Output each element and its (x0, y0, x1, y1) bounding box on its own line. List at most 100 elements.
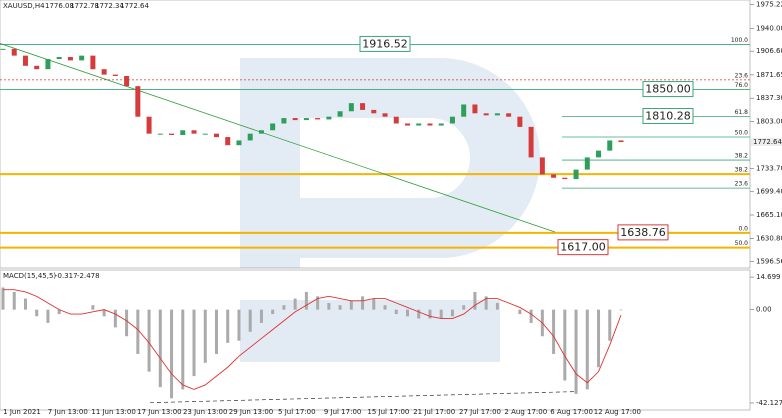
x-tick-label: 6 Aug 17:00 (550, 408, 593, 416)
level-label: 76.0 (735, 82, 749, 89)
candle (247, 133, 253, 141)
candle (528, 126, 534, 158)
candle (438, 123, 444, 126)
callout-box (617, 224, 669, 241)
y-tick-label: 1871.65 (756, 71, 782, 79)
candle (270, 123, 276, 131)
candle (101, 69, 107, 75)
candle (393, 116, 399, 124)
candle (562, 177, 568, 180)
x-tick-label: 9 Jul 17:00 (324, 408, 362, 416)
ohlc-close: 1772.64 (120, 2, 149, 10)
current-price-label: 1772.64 (753, 138, 782, 146)
candle (303, 118, 309, 121)
callout-label: 1617.00 (560, 241, 606, 254)
candle (618, 140, 624, 143)
candle (551, 174, 557, 178)
callout-box (642, 108, 694, 125)
candle (539, 157, 545, 175)
candle (0, 48, 6, 50)
y-tick-label: 1699.40 (756, 188, 782, 196)
x-tick-label: 15 Jul 17:00 (367, 408, 409, 416)
x-tick-label: 27 Jul 17:00 (459, 408, 501, 416)
candle (146, 116, 152, 134)
symbol: XAUUSD,H4 (3, 2, 45, 10)
callout: 1617.00 (557, 239, 609, 256)
x-tick-label: 23 Jun 13:00 (183, 408, 227, 416)
macd-signal-value: -2.478 (77, 272, 100, 280)
macd-trendline (149, 391, 576, 404)
candle (180, 130, 186, 136)
y-tick-label: 1975.22 (756, 1, 782, 9)
candle (461, 104, 467, 117)
ohlc-low: 1772.34 (95, 2, 124, 10)
macd-panel (0, 269, 751, 411)
candle (157, 133, 163, 135)
candle (506, 113, 512, 117)
level-label: 100.0 (731, 37, 748, 44)
level-label: 50.0 (735, 240, 749, 247)
ohlc-high: 1772.78 (70, 2, 99, 10)
candle (56, 56, 62, 60)
x-tick-label: 21 Jul 17:00 (413, 408, 455, 416)
candle (360, 103, 366, 110)
candle (427, 123, 433, 126)
level-label: 38.2 (735, 167, 749, 174)
candle (315, 118, 321, 120)
callout-box (557, 239, 609, 256)
candle (348, 103, 354, 112)
callout: 1810.28 (642, 108, 694, 125)
macd-y-tick-label: 0.00 (756, 306, 772, 314)
candle (169, 133, 175, 136)
candle (472, 104, 478, 114)
candle (607, 140, 613, 151)
callout-box (642, 81, 694, 98)
y-tick-label: 1906.60 (756, 47, 782, 55)
candle (22, 55, 28, 66)
macd-signal (3, 289, 622, 390)
candle (326, 116, 332, 120)
y-tick-label: 1733.70 (756, 164, 782, 172)
candle (517, 116, 523, 127)
candle (292, 118, 298, 121)
candle (416, 123, 422, 126)
level-label: 23.6 (735, 181, 749, 188)
candle (191, 130, 197, 134)
candle (382, 113, 388, 117)
x-tick-label: 11 Jun 13:00 (91, 408, 135, 416)
y-tick-label: 1940.00 (756, 24, 782, 32)
y-tick-label: 1837.30 (756, 94, 782, 102)
candle (34, 65, 40, 70)
candle (371, 109, 377, 114)
candle (483, 113, 489, 116)
x-tick-label: 7 Jun 13:00 (48, 408, 88, 416)
candle (124, 75, 130, 87)
candle (90, 55, 96, 70)
callout-label: 1638.76 (620, 226, 666, 239)
callout-label: 1810.28 (645, 110, 691, 123)
callout-label: 1916.52 (362, 37, 408, 50)
x-tick-label: 17 Jun 13:00 (137, 408, 181, 416)
candle (225, 137, 231, 146)
callout-label: 1850.00 (645, 83, 691, 96)
candle (596, 150, 602, 158)
x-tick-label: 29 Jun 13:00 (229, 408, 273, 416)
candle (67, 56, 73, 61)
candle (405, 123, 411, 126)
candle (79, 55, 85, 61)
candle (584, 157, 590, 170)
candle (573, 169, 579, 180)
candle (337, 111, 343, 117)
macd-label: MACD(15,45,5) (3, 272, 56, 280)
y-tick-label: 1665.10 (756, 211, 782, 219)
candle (11, 48, 17, 56)
current-price-bg (751, 138, 782, 147)
candle (45, 59, 51, 70)
level-label: 61.8 (735, 109, 749, 116)
callout-box (359, 35, 411, 52)
y-tick-label: 1630.80 (756, 234, 782, 242)
ohlc-open: 1776.08 (45, 2, 74, 10)
macd-y-tick-label: 14.699 (756, 273, 781, 281)
level-label: 38.2 (735, 153, 749, 160)
x-tick-label: 2 Aug 17:00 (504, 408, 547, 416)
